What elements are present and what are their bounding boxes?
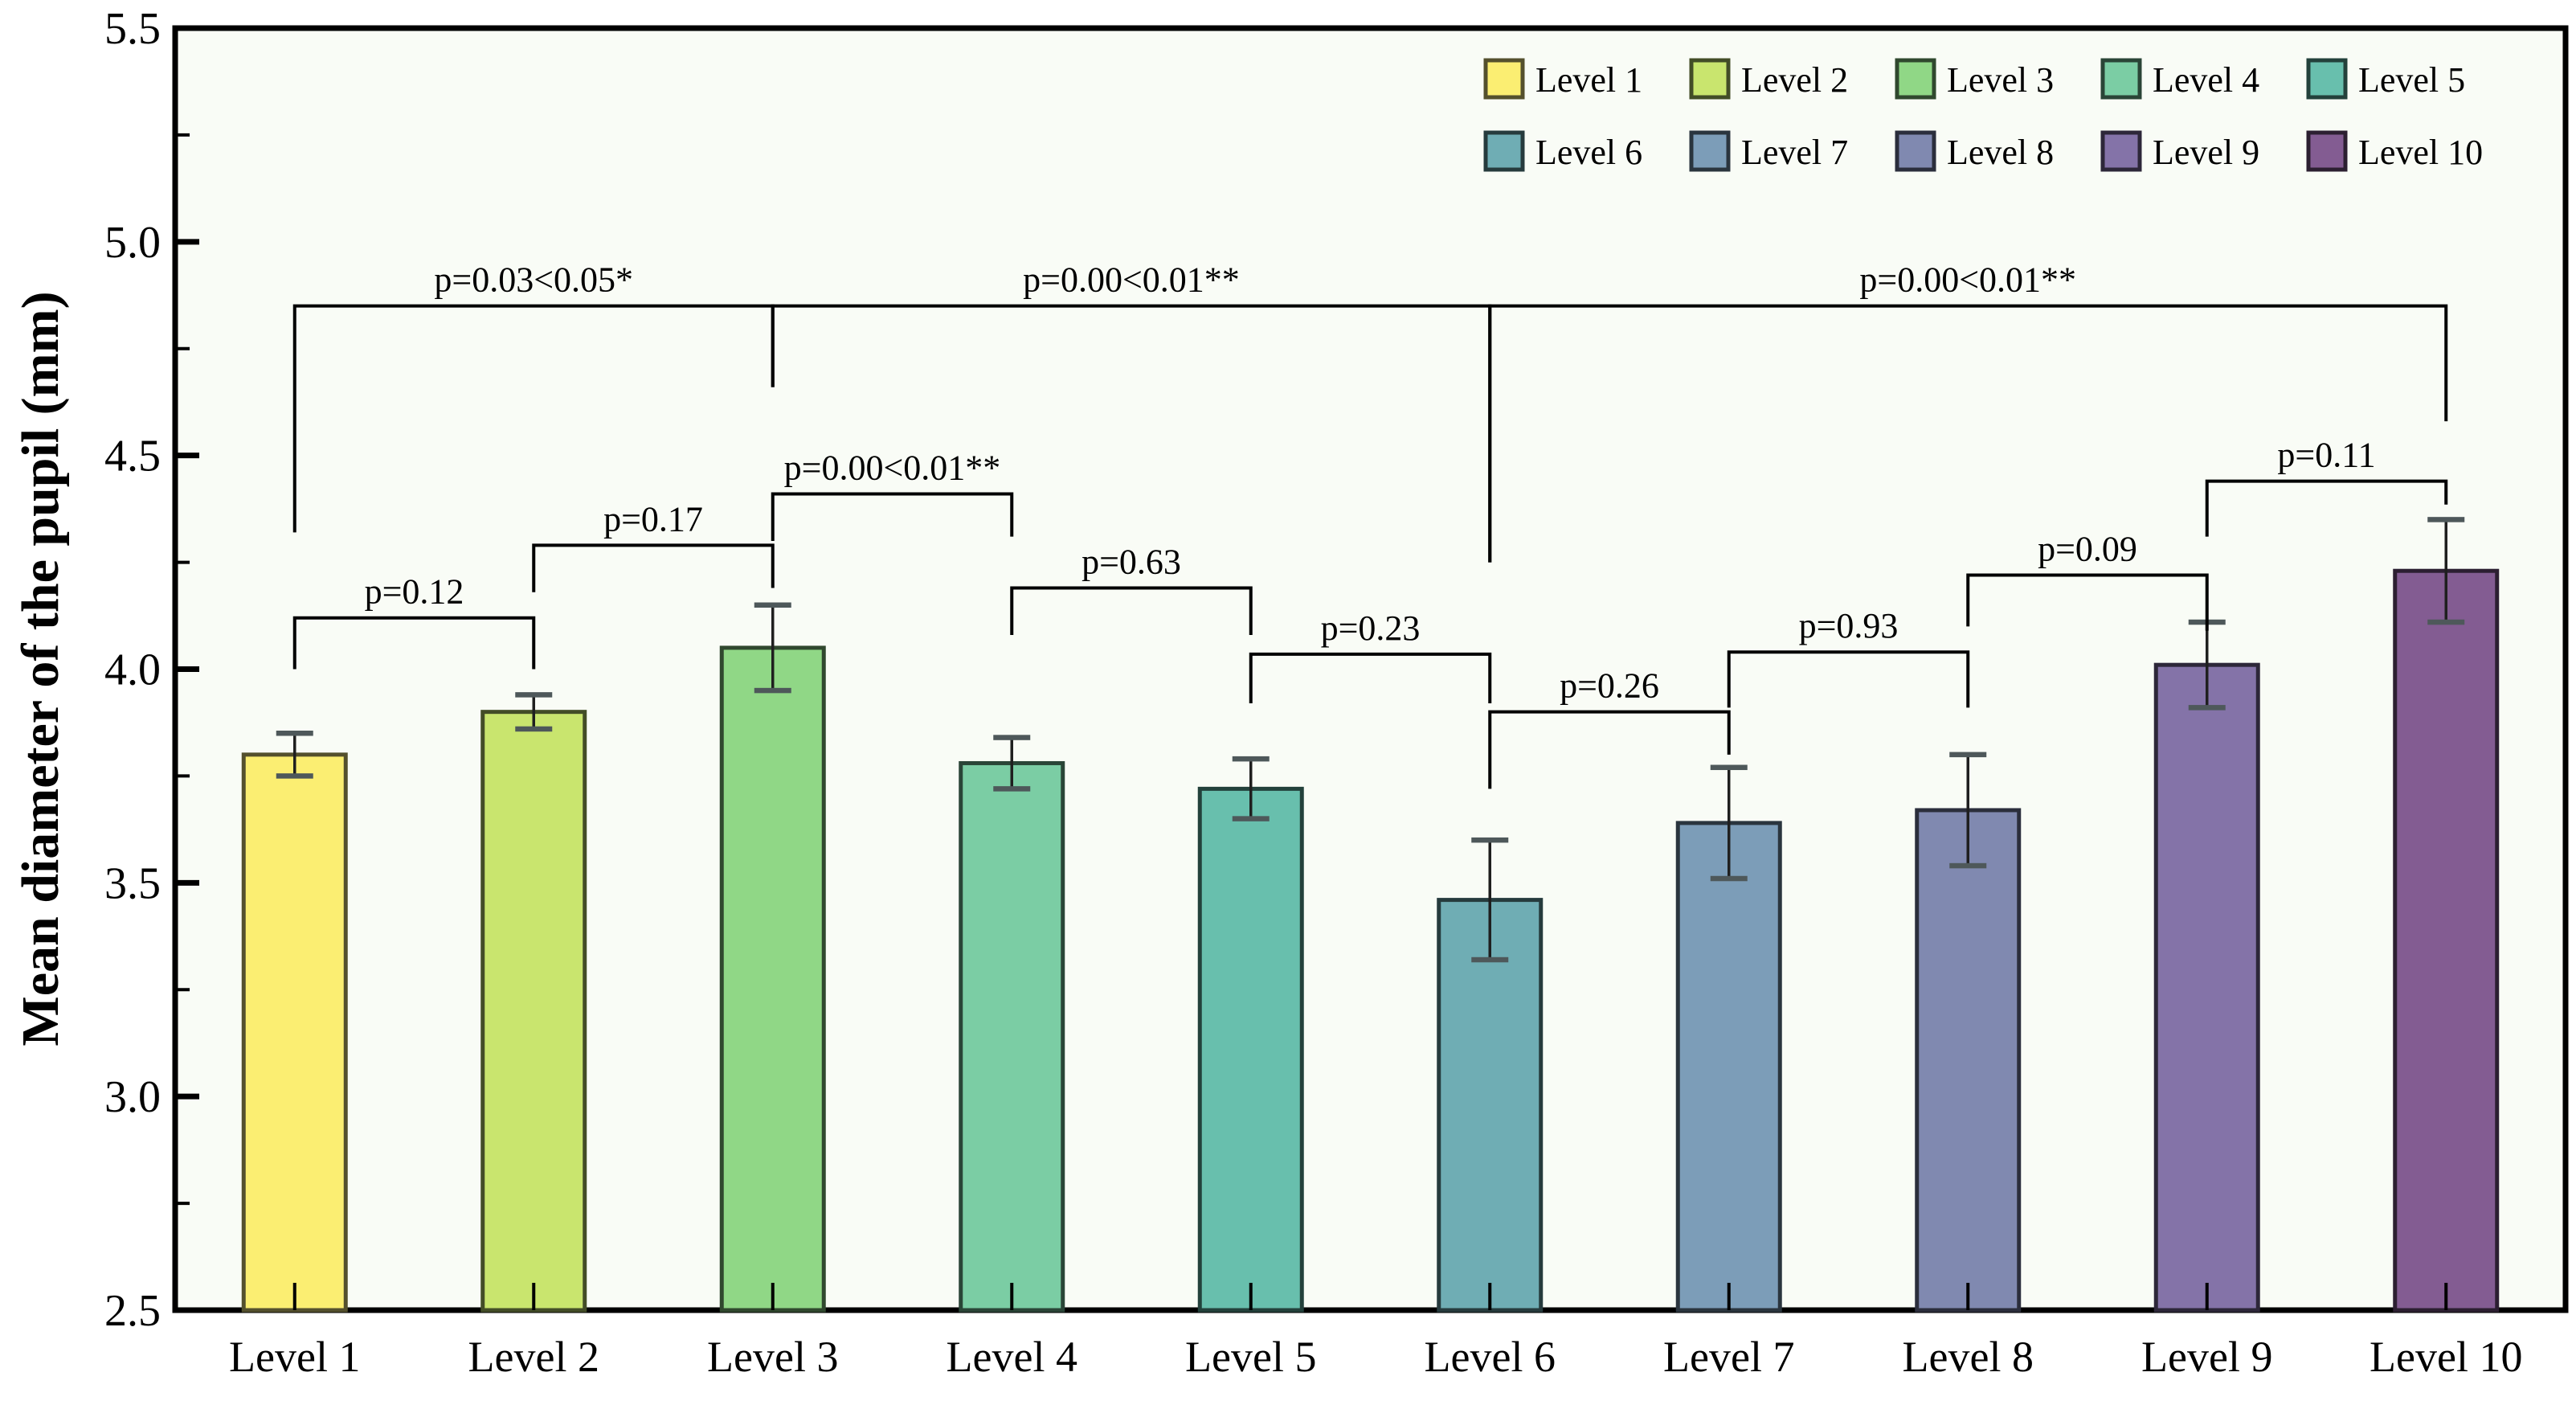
bracket-level2-level3	[532, 543, 775, 592]
error-bar-cap-bottom-level-1	[276, 773, 313, 779]
legend-label-level-2: Level 2	[1741, 60, 1848, 100]
bracket-level1-level2	[292, 616, 536, 670]
error-bar-cap-top-level-3	[754, 602, 791, 608]
legend-swatch-level-10	[2306, 130, 2348, 172]
bar-level-9	[2153, 662, 2260, 1313]
legend-swatch-level-4	[2100, 58, 2142, 100]
x-tick-label-level-1: Level 1	[229, 1333, 360, 1381]
legend-label-level-1: Level 1	[1535, 60, 1642, 100]
y-tick-label-3.5: 3.5	[104, 858, 161, 908]
axis-text-layer: Mean diameter of the pupil (mm) 2.5 3.0 3.…	[11, 4, 2522, 1381]
bar-level-3	[719, 645, 826, 1313]
x-tick-label-level-4: Level 4	[947, 1333, 1077, 1381]
bracket-p-value-label-level2-level3: p=0.17	[603, 499, 703, 539]
bar-level-8	[1915, 808, 2022, 1313]
bar-level-6	[1437, 898, 1544, 1313]
legend-label-level-5: Level 5	[2358, 60, 2465, 100]
axis-ticks-layer	[175, 25, 2448, 1313]
legend-swatch-level-2	[1689, 58, 1731, 100]
bracket-level4-level5	[1010, 586, 1253, 635]
bracket-p-value-label-level4-level5: p=0.63	[1082, 542, 1181, 581]
error-bar-cap-top-level-7	[1710, 764, 1748, 771]
legend-label-level-10: Level 10	[2358, 133, 2483, 172]
x-tick-label-level-5: Level 5	[1185, 1333, 1316, 1381]
bracket-p-value-label-level6-level7: p=0.26	[1560, 666, 1659, 706]
error-bar-cap-bottom-level-9	[2188, 705, 2226, 711]
legend-swatch-level-7	[1689, 130, 1731, 172]
legend-swatch-level-8	[1895, 130, 1936, 172]
legend-label-level-7: Level 7	[1741, 133, 1848, 172]
error-bar-cap-bottom-level-7	[1710, 875, 1748, 882]
x-tick-label-level-8: Level 8	[1903, 1333, 2034, 1381]
bracket-p-value-label-level3-level4: p=0.00<0.01**	[784, 449, 1001, 488]
legend-swatch-level-9	[2100, 130, 2142, 172]
y-tick-label-4.0: 4.0	[104, 645, 161, 695]
x-tick-label-level-10: Level 10	[2370, 1333, 2522, 1381]
bracket-level3-level4	[771, 492, 1014, 541]
error-bar-cap-top-level-4	[993, 735, 1031, 740]
error-bar-cap-top-level-6	[1471, 837, 1509, 843]
legend-label-level-9: Level 9	[2153, 133, 2259, 172]
legend-label-level-6: Level 6	[1535, 133, 1642, 172]
error-bar-cap-bottom-level-2	[515, 726, 553, 732]
legend-label-level-8: Level 8	[1947, 133, 2054, 172]
bracket-p-value-label-level8-level9: p=0.09	[2038, 530, 2137, 569]
error-bar-cap-top-level-5	[1232, 756, 1270, 762]
y-tick-label-4.5: 4.5	[104, 432, 161, 481]
error-bar-cap-top-level-1	[276, 731, 313, 736]
bar-level-10	[2393, 568, 2500, 1313]
bracket-p-value-label-level1-level3: p=0.03<0.05*	[434, 260, 633, 300]
x-tick-label-level-9: Level 9	[2141, 1333, 2272, 1381]
bracket-p-value-label-level1-level2: p=0.12	[365, 572, 464, 612]
error-bar-cap-bottom-level-8	[1949, 862, 1987, 869]
y-tick-label-3.0: 3.0	[104, 1072, 161, 1122]
bracket-p-value-label-level3-level6: p=0.00<0.01**	[1023, 260, 1240, 300]
y-tick-label-5.0: 5.0	[104, 218, 161, 268]
y-tick-label-2.5: 2.5	[104, 1286, 161, 1336]
legend-swatch-level-3	[1895, 58, 1936, 100]
x-tick-label-level-2: Level 2	[468, 1333, 599, 1381]
bracket-level5-level6	[1249, 652, 1492, 704]
bracket-p-value-label-level7-level8: p=0.93	[1799, 606, 1899, 645]
legend-label-level-3: Level 3	[1947, 60, 2054, 100]
legend-swatch-level-1	[1483, 58, 1525, 100]
error-bar-cap-bottom-level-6	[1471, 956, 1509, 963]
bar-level-4	[959, 760, 1065, 1313]
bracket-level8-level9	[1966, 573, 2209, 631]
legend-label-level-4: Level 4	[2153, 60, 2259, 100]
significance-brackets-layer: p=0.12 p=0.17 p=0.00<0.01** p=0.63 p=0.23 p=0…	[292, 260, 2448, 789]
bracket-level9-level10	[2205, 479, 2448, 537]
bar-level-1	[241, 752, 348, 1313]
bracket-p-value-label-level5-level6: p=0.23	[1321, 608, 1421, 648]
error-bar-cap-bottom-level-10	[2427, 619, 2465, 625]
x-tick-label-level-3: Level 3	[707, 1333, 838, 1381]
error-bar-cap-top-level-2	[515, 692, 553, 698]
error-bar-cap-bottom-level-3	[754, 687, 791, 694]
bracket-level7-level8	[1727, 650, 1970, 708]
y-tick-label-5.5: 5.5	[104, 4, 161, 54]
bracket-p-value-label-level9-level10: p=0.11	[2277, 436, 2375, 475]
error-bar-cap-bottom-level-5	[1232, 816, 1270, 821]
error-bar-cap-top-level-8	[1949, 752, 1987, 758]
bracket-level6-level7	[1488, 710, 1731, 789]
error-bar-cap-top-level-10	[2427, 517, 2465, 522]
legend-layer: Level 1 Level 2 Level 3 Level 4 Level 5 Level…	[1483, 58, 2483, 172]
bars-layer	[241, 517, 2500, 1313]
y-axis-title: Mean diameter of the pupil (mm)	[11, 291, 70, 1046]
bracket-p-value-label-level6-level10: p=0.00<0.01**	[1859, 260, 2076, 300]
x-tick-label-level-6: Level 6	[1425, 1333, 1556, 1381]
bar-level-5	[1197, 786, 1304, 1313]
bar-level-7	[1675, 821, 1782, 1313]
error-bar-cap-bottom-level-4	[993, 786, 1031, 792]
x-tick-label-level-7: Level 7	[1663, 1333, 1794, 1381]
bracket-level6-level10	[1488, 304, 2448, 563]
legend-swatch-level-6	[1483, 130, 1525, 172]
bar-level-2	[480, 710, 587, 1313]
legend-swatch-level-5	[2306, 58, 2348, 100]
